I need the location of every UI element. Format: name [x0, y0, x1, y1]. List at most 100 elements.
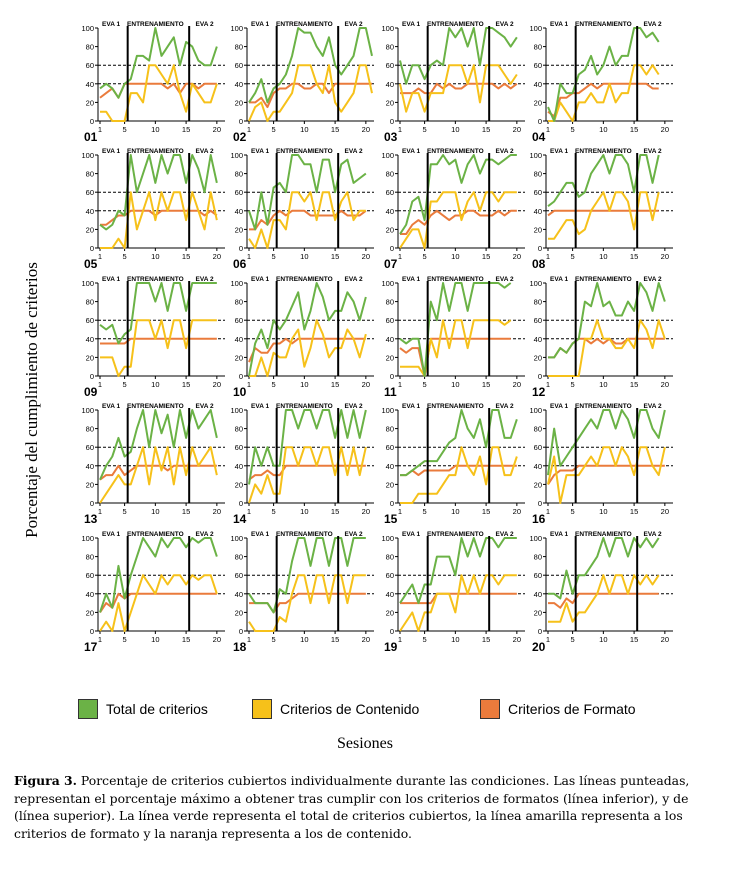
x-tick-label: 5 — [272, 380, 276, 389]
x-tick-label: 15 — [331, 125, 339, 134]
y-tick-label: 40 — [386, 462, 394, 471]
y-tick-label: 40 — [534, 590, 542, 599]
legend-swatch-contenido — [252, 699, 272, 719]
x-tick-label: 15 — [182, 252, 190, 261]
x-tick-label: 5 — [571, 125, 575, 134]
y-tick-label: 60 — [534, 188, 542, 197]
x-tick-label: 5 — [423, 125, 427, 134]
phase-label: ENTRENAMIENTO — [276, 531, 333, 538]
series-line-contenido — [100, 64, 218, 122]
y-tick-label: 80 — [86, 553, 94, 562]
x-tick-label: 20 — [513, 252, 521, 261]
caption-text: Porcentaje de criterios cubiertos indivi… — [14, 773, 690, 841]
y-tick-label: 40 — [235, 80, 243, 89]
series-line-total — [548, 282, 666, 359]
y-tick-label: 100 — [230, 151, 243, 160]
y-tick-label: 80 — [386, 425, 394, 434]
y-tick-label: 60 — [86, 188, 94, 197]
x-tick-label: 1 — [398, 507, 402, 516]
y-tick-label: 60 — [386, 443, 394, 452]
phase-label: EVA 1 — [251, 403, 269, 410]
series-line-contenido — [400, 319, 512, 377]
y-tick-label: 80 — [534, 170, 542, 179]
phase-label: EVA 1 — [251, 276, 269, 283]
series-line-total — [547, 27, 660, 122]
y-tick-label: 20 — [534, 480, 542, 489]
panel-number: 07 — [384, 257, 398, 271]
series-line-contenido — [547, 446, 666, 504]
series-line-total — [248, 154, 367, 231]
x-tick-label: 5 — [123, 635, 127, 644]
panel-number: 06 — [233, 257, 247, 271]
phase-label: ENTRENAMIENTO — [127, 276, 184, 283]
x-tick-label: 20 — [213, 380, 221, 389]
series-line-total — [548, 537, 660, 600]
x-tick-label: 1 — [546, 380, 550, 389]
panel-number: 15 — [384, 512, 398, 526]
panel-number: 03 — [384, 130, 398, 144]
phase-label: EVA 2 — [196, 531, 214, 538]
legend-item-total: Total de criterios — [78, 697, 208, 721]
y-tick-label: 80 — [235, 43, 243, 52]
y-tick-label: 60 — [386, 61, 394, 70]
y-tick-label: 40 — [386, 207, 394, 216]
phase-label: ENTRENAMIENTO — [575, 403, 632, 410]
phase-label: EVA 1 — [402, 148, 420, 155]
x-tick-label: 1 — [247, 507, 251, 516]
y-tick-label: 20 — [386, 480, 394, 489]
series-line-total — [399, 537, 517, 605]
x-tick-label: 5 — [272, 635, 276, 644]
y-tick-label: 0 — [239, 244, 243, 253]
phase-label: ENTRENAMIENTO — [276, 21, 333, 28]
x-tick-label: 5 — [123, 507, 127, 516]
series-line-contenido — [99, 574, 218, 632]
x-tick-label: 15 — [182, 635, 190, 644]
phase-label: EVA 1 — [102, 276, 120, 283]
x-tick-label: 1 — [546, 507, 550, 516]
series-line-total — [399, 282, 512, 377]
phase-label: EVA 2 — [496, 148, 514, 155]
y-tick-label: 100 — [81, 151, 94, 160]
phase-label: EVA 2 — [644, 148, 662, 155]
x-tick-label: 10 — [451, 252, 459, 261]
x-tick-label: 1 — [98, 125, 102, 134]
series-line-total — [399, 154, 517, 235]
y-tick-label: 60 — [235, 61, 243, 70]
y-tick-label: 40 — [534, 207, 542, 216]
panel-number: 11 — [384, 385, 397, 399]
y-tick-label: 60 — [534, 316, 542, 325]
x-tick-label: 15 — [630, 635, 638, 644]
y-tick-label: 80 — [534, 553, 542, 562]
y-tick-label: 0 — [538, 499, 542, 508]
y-tick-label: 40 — [86, 590, 94, 599]
x-tick-label: 10 — [300, 252, 308, 261]
phase-label: ENTRENAMIENTO — [127, 21, 184, 28]
panel-number: 10 — [233, 385, 247, 399]
y-tick-label: 0 — [90, 117, 94, 126]
y-tick-label: 40 — [235, 462, 243, 471]
series-line-contenido — [400, 446, 518, 504]
y-tick-label: 80 — [235, 170, 243, 179]
y-tick-label: 100 — [381, 406, 394, 415]
phase-label: EVA 2 — [644, 276, 662, 283]
x-tick-label: 10 — [151, 507, 159, 516]
y-tick-label: 60 — [386, 571, 394, 580]
panel-number: 01 — [84, 130, 98, 144]
phase-label: EVA 2 — [345, 403, 363, 410]
x-tick-label: 5 — [123, 380, 127, 389]
y-tick-label: 100 — [81, 279, 94, 288]
phase-label: EVA 1 — [251, 21, 269, 28]
x-tick-label: 10 — [151, 252, 159, 261]
phase-label: EVA 2 — [644, 531, 662, 538]
series-line-contenido — [548, 64, 660, 122]
phase-label: EVA 1 — [550, 148, 568, 155]
panel-number: 20 — [532, 640, 546, 654]
y-tick-label: 100 — [381, 534, 394, 543]
y-tick-label: 20 — [86, 225, 94, 234]
phase-label: EVA 1 — [251, 531, 269, 538]
phase-label: ENTRENAMIENTO — [575, 21, 632, 28]
